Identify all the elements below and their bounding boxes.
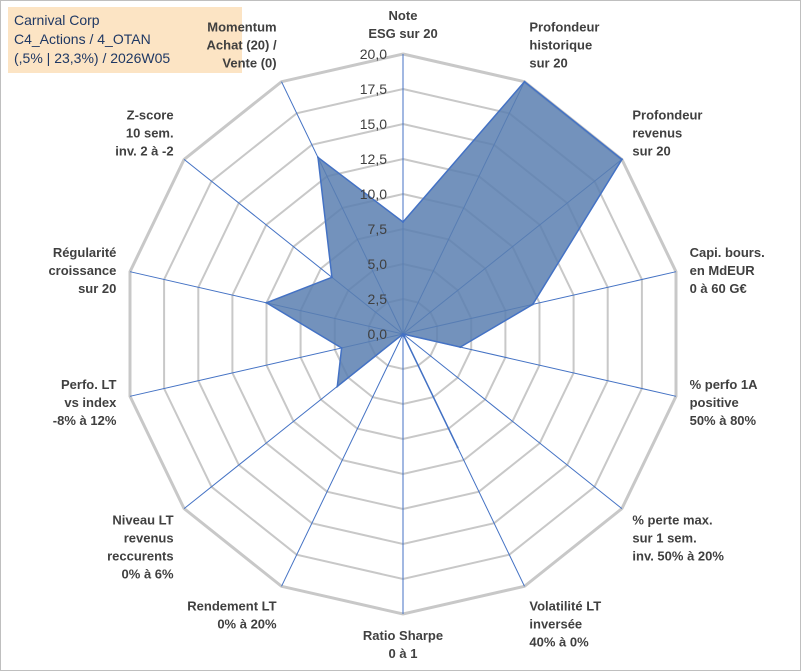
radar-axis-label-1-line-1: historique (529, 37, 592, 52)
chart-title-box: Carnival Corp C4_Actions / 4_OTAN (,5% |… (8, 7, 242, 73)
radar-axis-label-3-line-2: 0 à 60 G€ (690, 281, 747, 296)
radar-tick-label-7: 17,5 (360, 81, 387, 97)
radar-spoke-5 (402, 333, 623, 509)
radar-axis-label-12-line-1: 10 sem. (126, 125, 174, 140)
radar-axis-label-9-line-1: revenus (124, 531, 174, 546)
radar-axis-label-9-line-0: Niveau LT (112, 513, 173, 528)
radar-axis-label-2-line-0: Profondeur (632, 107, 702, 122)
radar-axis-label-1-line-2: sur 20 (529, 55, 567, 70)
radar-axis-label-2-line-2: sur 20 (632, 143, 670, 158)
radar-axis-label-4: % perfo 1A positive 50% à 80% (690, 377, 759, 428)
radar-axis-label-1: Profondeur historique sur 20 (529, 19, 599, 70)
radar-axis-label-13-line-0: Momentum (207, 19, 276, 34)
radar-axis-label-5-line-1: sur 1 sem. (632, 531, 696, 546)
radar-axis-label-12-line-2: inv. 2 à -2 (115, 143, 173, 158)
radar-tick-label-2: 5,0 (368, 256, 388, 272)
radar-axis-label-7-line-1: 0 à 1 (389, 646, 418, 661)
radar-axis-label-7-line-0: Ratio Sharpe (363, 628, 443, 643)
radar-axis-label-10-line-2: -8% à 12% (53, 413, 117, 428)
radar-axis-label-11-line-1: croissance (48, 263, 116, 278)
radar-axis-label-5: % perte max. sur 1 sem. inv. 50% à 20% (632, 513, 724, 564)
radar-tick-label-5: 12,5 (360, 151, 387, 167)
radar-axis-label-9: Niveau LT revenus reccurents 0% à 6% (107, 513, 174, 582)
radar-axis-label-0-line-1: ESG sur 20 (368, 26, 437, 41)
radar-series-area (264, 80, 623, 448)
radar-point-6 (456, 446, 459, 449)
radar-point-4 (459, 346, 462, 349)
radar-axis-label-1-line-0: Profondeur (529, 19, 599, 34)
radar-axis-label-13-line-1: Achat (20) / (207, 37, 277, 52)
radar-point-2 (620, 158, 623, 161)
radar-point-9 (336, 385, 339, 388)
radar-axis-label-9-line-3: 0% à 6% (122, 567, 174, 582)
radar-axis-label-3-line-0: Capi. bours. (690, 245, 765, 260)
radar-axis-label-13-line-2: Vente (0) (222, 55, 276, 70)
radar-axis-label-11-line-0: Régularité (53, 245, 117, 260)
radar-point-11 (265, 301, 268, 304)
radar-axis-label-8-line-0: Rendement LT (187, 599, 276, 614)
chart-title-line-3: (,5% | 23,3%) / 2026W05 (14, 50, 171, 66)
radar-tick-label-6: 15,0 (360, 116, 387, 132)
radar-point-12 (330, 276, 333, 279)
radar-axis-label-2-line-1: revenus (632, 125, 682, 140)
radar-point-10 (340, 347, 343, 349)
radar-axis-label-4-line-1: positive (690, 395, 739, 410)
radar-axis-label-12: Z-score 10 sem. inv. 2 à -2 (115, 107, 173, 158)
radar-tick-label-3: 7,5 (368, 221, 388, 237)
radar-axis-label-2: Profondeur revenus sur 20 (632, 107, 702, 158)
radar-axis-label-3-line-1: en MdEUR (690, 263, 756, 278)
radar-tick-label-0: 0,0 (368, 326, 388, 342)
radar-axis-label-6-line-2: 40% à 0% (529, 635, 589, 650)
radar-axis-label-9-line-2: reccurents (107, 549, 173, 564)
radar-axis-label-6-line-0: Volatilité LT (529, 599, 601, 614)
radar-point-1 (523, 80, 526, 83)
radar-axis-label-12-line-0: Z-score (127, 107, 174, 122)
radar-axis-label-11-line-2: sur 20 (78, 281, 116, 296)
radar-axis-label-7: Ratio Sharpe 0 à 1 (363, 628, 443, 661)
radar-axis-label-8: Rendement LT 0% à 20% (187, 599, 277, 632)
radar-tick-label-1: 2,5 (368, 291, 388, 307)
radar-point-0 (402, 221, 404, 223)
radar-axis-label-4-line-2: 50% à 80% (690, 413, 757, 428)
radar-point-8 (402, 333, 404, 335)
radar-axis-label-6: Volatilité LT inversée 40% à 0% (529, 599, 601, 650)
radar-axis-label-10: Perfo. LT vs index -8% à 12% (53, 377, 117, 428)
radar-tick-label-4: 10,0 (360, 186, 387, 202)
radar-axis-label-10-line-1: vs index (64, 395, 117, 410)
radar-point-13 (317, 156, 319, 159)
chart-title-line-1: Carnival Corp (14, 12, 100, 28)
chart-title-line-2: C4_Actions / 4_OTAN (14, 31, 151, 47)
radar-axis-label-8-line-1: 0% à 20% (217, 617, 277, 632)
radar-axis-label-5-line-0: % perte max. (632, 513, 712, 528)
radar-axis-label-13: Momentum Achat (20) / Vente (0) (207, 19, 277, 70)
radar-axis-label-6-line-1: inversée (529, 617, 582, 632)
radar-axis-label-4-line-0: % perfo 1A (690, 377, 759, 392)
radar-axis-label-10-line-0: Perfo. LT (61, 377, 116, 392)
radar-axis-label-3: Capi. bours. en MdEUR 0 à 60 G€ (690, 245, 765, 296)
radar-point-3 (531, 303, 534, 306)
radar-axis-label-11: Régularité croissance sur 20 (48, 245, 116, 296)
radar-tick-label-8: 20,0 (360, 46, 387, 62)
radar-axis-label-0: Note ESG sur 20 (368, 8, 437, 41)
radar-axis-label-0-line-0: Note (389, 8, 418, 23)
radar-axis-label-5-line-2: inv. 50% à 20% (632, 549, 724, 564)
radar-spoke-8 (281, 333, 404, 587)
